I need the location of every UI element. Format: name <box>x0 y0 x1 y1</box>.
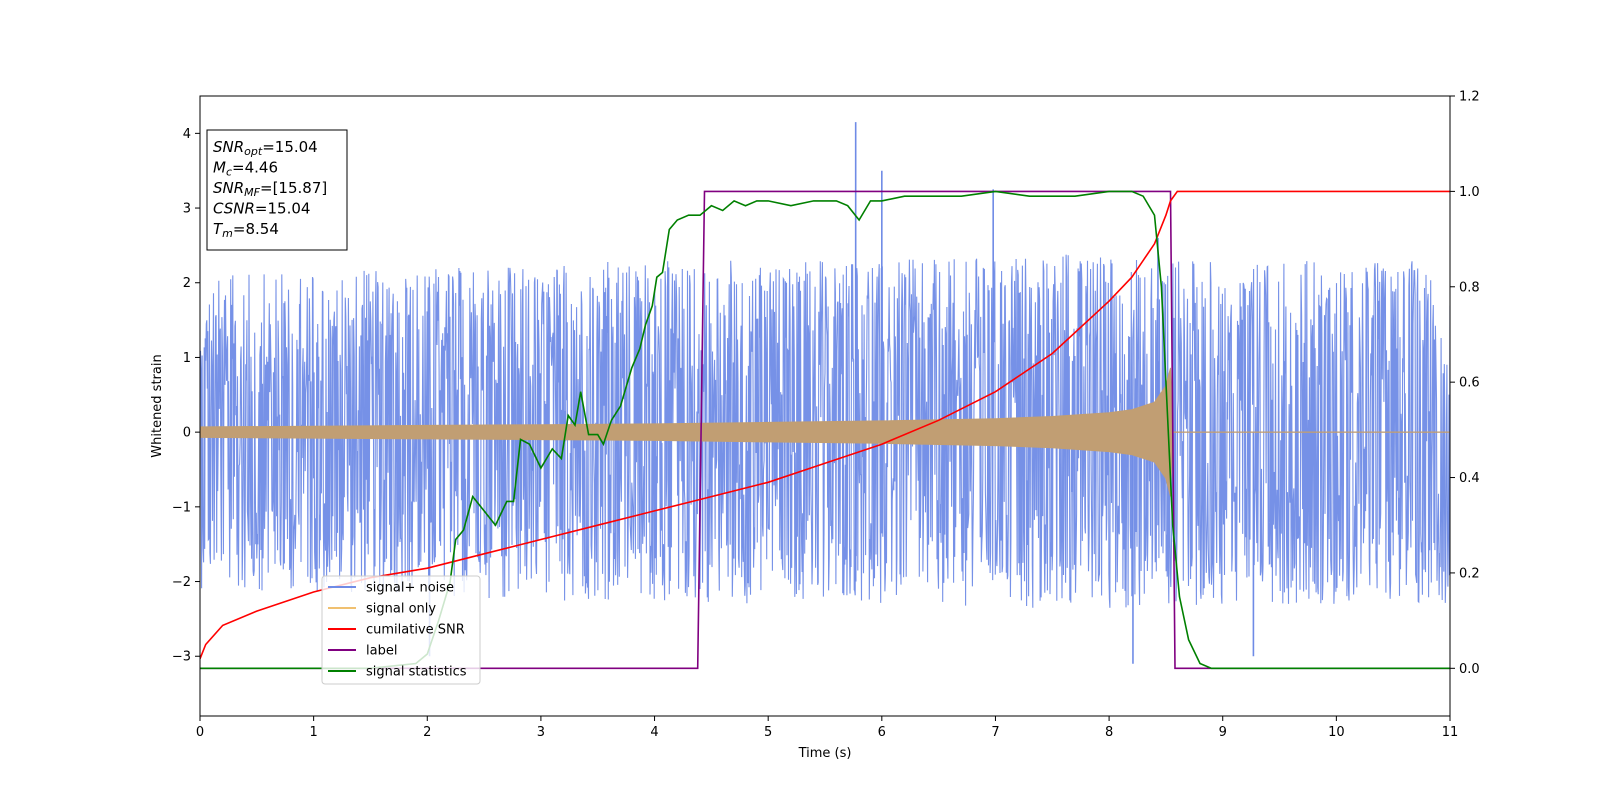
legend: signal+ noise signal only cumilative SNR la… <box>321 575 481 685</box>
series-cumilative-snr <box>200 190 1450 660</box>
x-tick-label: 6 <box>878 725 886 740</box>
x-tick-label: 11 <box>1442 725 1459 740</box>
y-tick-label: −2 <box>172 575 191 590</box>
legend-label: signal statistics <box>366 665 467 680</box>
info-box-line: SNRMF=[15.87] <box>213 179 327 199</box>
info-box-line: CSNR=15.04 <box>213 200 310 218</box>
y-axis-left: −3 −2 −1 0 1 2 3 4 <box>172 127 200 665</box>
x-tick-label: 3 <box>537 725 545 740</box>
info-box-frame <box>206 129 348 251</box>
legend-label: cumilative SNR <box>366 623 465 638</box>
y-tick-label: 3 <box>183 202 191 217</box>
y-axis-right: 0.0 0.2 0.4 0.6 0.8 1.0 1.2 <box>1450 90 1480 677</box>
x-tick-label: 7 <box>991 725 999 740</box>
y2-tick-label: 0.0 <box>1459 662 1480 677</box>
x-axis: 0 1 2 3 4 5 6 7 8 9 10 11 <box>196 716 1458 740</box>
info-box-line: SNRopt=15.04 <box>213 138 318 158</box>
y2-tick-label: 0.6 <box>1459 376 1480 391</box>
plot-area <box>200 122 1450 670</box>
x-tick-label: 2 <box>423 725 431 740</box>
y2-tick-label: 0.2 <box>1459 566 1480 581</box>
x-tick-label: 5 <box>764 725 772 740</box>
y2-tick-label: 1.2 <box>1459 90 1480 105</box>
legend-label: label <box>366 644 397 659</box>
y2-tick-label: 0.4 <box>1459 471 1480 486</box>
y-tick-label: −1 <box>172 500 191 515</box>
y-tick-label: 0 <box>183 426 191 441</box>
x-axis-label: Time (s) <box>798 746 852 761</box>
x-tick-label: 0 <box>196 725 204 740</box>
info-box: SNRopt=15.04Mc=4.46SNRMF=[15.87]CSNR=15.… <box>206 129 348 251</box>
y-tick-label: 1 <box>183 351 191 366</box>
y2-tick-label: 1.0 <box>1459 185 1480 200</box>
x-tick-label: 1 <box>309 725 317 740</box>
y2-tick-label: 0.8 <box>1459 280 1480 295</box>
info-box-line: Mc=4.46 <box>213 159 278 179</box>
info-box-line: Tm=8.54 <box>213 220 279 240</box>
legend-frame <box>321 575 481 685</box>
x-tick-label: 8 <box>1105 725 1113 740</box>
x-tick-label: 4 <box>650 725 658 740</box>
y-tick-label: −3 <box>172 650 191 665</box>
legend-label: signal+ noise <box>366 581 454 596</box>
legend-label: signal only <box>366 602 436 617</box>
series-signal-statistics <box>200 190 1450 670</box>
y-axis-label: Whitened strain <box>150 354 165 457</box>
series-signal-plus-noise <box>200 254 1450 608</box>
plot-frame <box>199 95 1451 717</box>
x-tick-label: 10 <box>1328 725 1345 740</box>
y-tick-label: 2 <box>183 276 191 291</box>
y-tick-label: 4 <box>183 127 191 142</box>
x-tick-label: 9 <box>1219 725 1227 740</box>
